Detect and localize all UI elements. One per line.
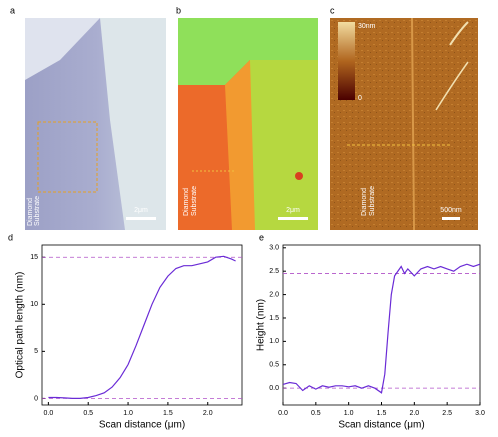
- x-tick-label: 3.0: [475, 410, 485, 417]
- substrate-label: Diamond: [183, 188, 190, 216]
- panel-label: c: [330, 5, 335, 15]
- image-c-feature: [435, 61, 469, 111]
- y-axis-label: Height (nm): [256, 299, 267, 351]
- colorbar: [338, 22, 355, 100]
- y-tick-label: 2.0: [269, 291, 279, 298]
- data-line: [48, 255, 236, 399]
- x-tick-label: 1.0: [344, 410, 354, 417]
- substrate-label: Substrate: [191, 186, 198, 216]
- data-line: [282, 263, 481, 394]
- panel-label: a: [10, 5, 15, 15]
- y-axis-label: Optical path length (nm): [15, 272, 26, 379]
- image-b-region: [225, 60, 255, 230]
- image-b-region: [178, 18, 318, 85]
- x-tick-label: 0.5: [311, 410, 321, 417]
- x-tick-label: 1.5: [163, 410, 173, 417]
- y-tick-label: 15: [30, 254, 38, 261]
- x-tick-label: 2.0: [409, 410, 419, 417]
- y-tick-label: 0: [34, 395, 38, 402]
- scale-bar: [278, 217, 308, 220]
- y-tick-label: 0.5: [269, 362, 279, 369]
- scale-bar: [126, 217, 156, 220]
- colorbar-max: 30nm: [358, 23, 376, 30]
- substrate-label: Diamond: [361, 188, 368, 216]
- image-a-region: [25, 18, 100, 80]
- substrate-label: Diamond: [27, 198, 34, 226]
- image-a-region: [100, 18, 166, 230]
- y-tick-label: 0.0: [269, 385, 279, 392]
- scale-bar-label: 2μm: [134, 207, 148, 214]
- substrate-label: Substrate: [34, 196, 41, 226]
- panel-label: d: [8, 232, 13, 242]
- x-tick-label: 2.0: [203, 410, 213, 417]
- x-tick-label: 0.0: [44, 410, 54, 417]
- y-tick-label: 1.0: [269, 338, 279, 345]
- substrate-label: Substrate: [369, 186, 376, 216]
- x-tick-label: 0.5: [83, 410, 93, 417]
- x-tick-label: 0.0: [278, 410, 288, 417]
- x-tick-label: 2.5: [442, 410, 452, 417]
- scale-bar: [442, 217, 460, 220]
- y-tick-label: 5: [34, 348, 38, 355]
- x-axis-label: Scan distance (μm): [338, 420, 424, 431]
- colorbar-min: 0: [358, 95, 362, 102]
- plot-frame: [41, 244, 243, 406]
- scale-bar-label: 500nm: [440, 207, 462, 214]
- x-tick-label: 1.0: [123, 410, 133, 417]
- selection-box: [37, 121, 98, 193]
- panel-label: b: [176, 5, 181, 15]
- image-c-feature: [411, 17, 415, 231]
- image-c-feature: [449, 21, 469, 46]
- y-tick-label: 3.0: [269, 245, 279, 252]
- y-tick-label: 2.5: [269, 268, 279, 275]
- image-b-spot: [295, 172, 303, 180]
- plot-frame: [282, 244, 481, 406]
- scale-bar-label: 2μm: [286, 207, 300, 214]
- y-tick-label: 10: [30, 301, 38, 308]
- panel-label: e: [259, 232, 264, 242]
- x-axis-label: Scan distance (μm): [99, 420, 185, 431]
- x-tick-label: 1.5: [377, 410, 387, 417]
- y-tick-label: 1.5: [269, 315, 279, 322]
